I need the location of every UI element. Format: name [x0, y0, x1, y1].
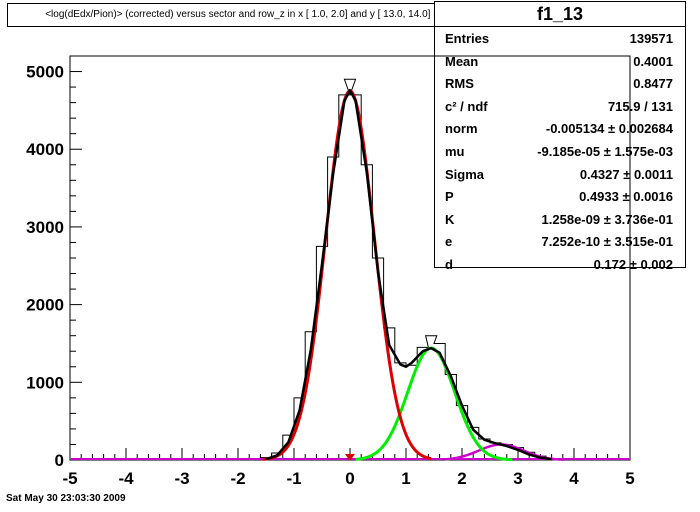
stat-value: 0.4001 — [633, 53, 673, 69]
stat-label: c² / ndf — [445, 98, 488, 114]
stat-row-mean: Mean 0.4001 — [435, 50, 685, 73]
y-tick-label: 2000 — [26, 296, 64, 315]
stat-row-d: d 0.172 ± 0.002 — [435, 253, 685, 276]
stat-row-p: P 0.4933 ± 0.0016 — [435, 185, 685, 208]
x-tick-label: -1 — [286, 469, 301, 488]
stat-value: -0.005134 ± 0.002684 — [545, 121, 673, 137]
pion-fit-curve — [263, 89, 432, 461]
x-tick-label: 4 — [569, 469, 579, 488]
stat-row-chi2: c² / ndf 715.9 / 131 — [435, 95, 685, 118]
stats-name: f1_13 — [435, 2, 685, 27]
stat-value: 0.4933 ± 0.0016 — [579, 189, 673, 205]
kaon-fit-curve — [355, 346, 513, 462]
y-tick-label: 3000 — [26, 218, 64, 237]
x-tick-label: -5 — [62, 469, 77, 488]
y-tick-label: 1000 — [26, 373, 64, 392]
histogram-series — [259, 78, 558, 460]
total-fit-curve — [265, 88, 552, 461]
stat-label: P — [445, 189, 454, 205]
stats-rows: Entries 139571 Mean 0.4001 RMS 0.8477 c²… — [435, 27, 685, 276]
y-tick-label: 4000 — [26, 140, 64, 159]
stat-label: K — [445, 211, 455, 227]
histogram-title: <log(dEdx/Pion)> (corrected) versus sect… — [7, 3, 497, 27]
stat-label: d — [445, 256, 453, 272]
stats-box: f1_13 Entries 139571 Mean 0.4001 RMS 0.8… — [434, 1, 686, 272]
x-tick-label: -4 — [118, 469, 134, 488]
stat-value: 0.172 ± 0.002 — [593, 256, 673, 272]
stat-value: 139571 — [629, 31, 673, 46]
plot-frame — [69, 55, 631, 461]
x-tick-label: 5 — [625, 469, 634, 488]
y-tick-label: 5000 — [26, 63, 64, 82]
x-tick-label: 3 — [513, 469, 522, 488]
x-tick-label: 1 — [401, 469, 410, 488]
stat-label: e — [445, 234, 453, 250]
stat-row-rms: RMS 0.8477 — [435, 72, 685, 95]
stat-row-mu: mu -9.185e-05 ± 1.575e-03 — [435, 140, 685, 163]
stat-value: 0.8477 — [633, 76, 673, 92]
stat-row-k: K 1.258e-09 ± 3.736e-01 — [435, 208, 685, 231]
stat-value: 7.252e-10 ± 3.515e-01 — [541, 234, 673, 250]
stat-label: mu — [445, 143, 465, 159]
stat-value: -9.185e-05 ± 1.575e-03 — [537, 143, 673, 159]
timestamp-footer: Sat May 30 23:03:30 2009 — [6, 493, 126, 504]
x-tick-label: 2 — [457, 469, 466, 488]
y-tick-label: 0 — [55, 451, 64, 470]
stat-label: norm — [445, 121, 478, 137]
stat-row-entries: Entries 139571 — [435, 27, 685, 50]
stat-label: Entries — [445, 31, 490, 46]
x-tick-label: -2 — [230, 469, 245, 488]
x-tick-label: 0 — [345, 469, 354, 488]
stat-value: 715.9 / 131 — [607, 98, 673, 114]
stat-value: 0.4327 ± 0.0011 — [579, 166, 673, 182]
stat-row-sigma: Sigma 0.4327 ± 0.0011 — [435, 163, 685, 186]
stat-label: Mean — [445, 53, 479, 69]
stat-value: 1.258e-09 ± 3.736e-01 — [541, 211, 673, 227]
stat-row-norm: norm -0.005134 ± 0.002684 — [435, 117, 685, 140]
x-tick-label: -3 — [174, 469, 189, 488]
stat-label: RMS — [445, 76, 474, 92]
stat-row-e: e 7.252e-10 ± 3.515e-01 — [435, 230, 685, 253]
stat-label: Sigma — [445, 166, 485, 182]
peak-marker-icon — [345, 454, 355, 461]
